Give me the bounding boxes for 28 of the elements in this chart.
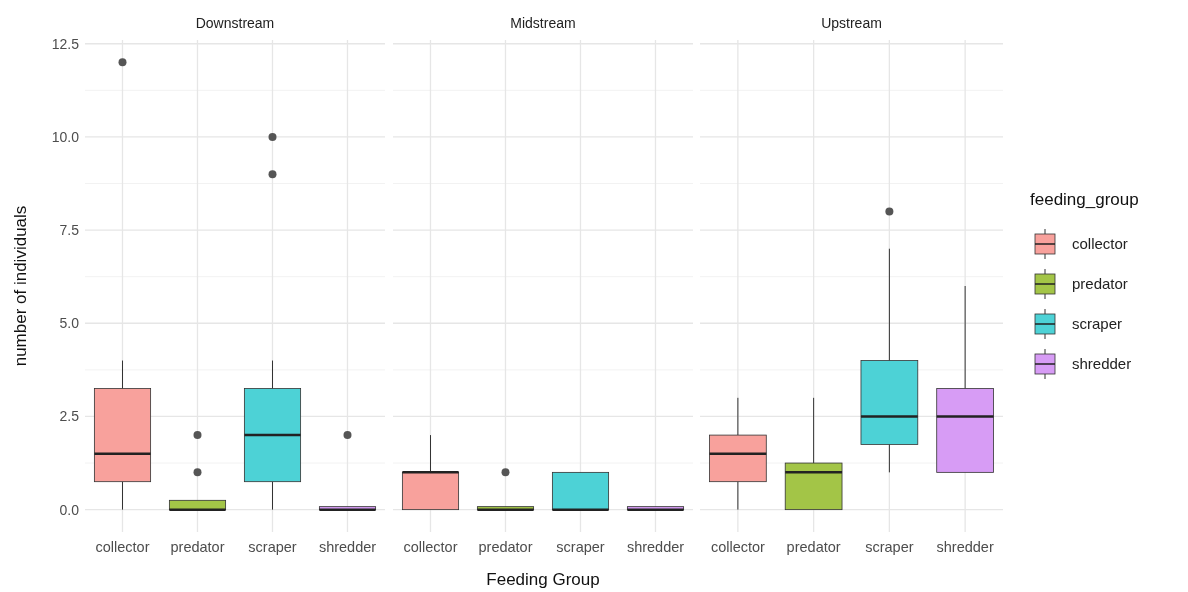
x-tick-label: scraper xyxy=(556,539,605,555)
legend-label: collector xyxy=(1072,235,1128,253)
chart-title: Downstream xyxy=(195,15,275,31)
legend-label: shredder xyxy=(1072,355,1132,373)
y-tick-label: 0.0 xyxy=(59,501,80,518)
legend-label: scraper xyxy=(1072,315,1123,333)
y-tick-label: 12.5 xyxy=(51,35,80,52)
x-tick-label: predator xyxy=(786,539,841,555)
x-tick-label: predator xyxy=(478,539,533,555)
x-tick-label: scraper xyxy=(865,539,914,555)
x-tick-label: collector xyxy=(95,539,150,555)
x-axis-title: Feeding Group xyxy=(486,570,600,589)
y-tick-label: 2.5 xyxy=(59,408,80,425)
y-tick-label: 5.0 xyxy=(59,315,80,332)
x-tick-label: shredder xyxy=(318,539,377,555)
chart-title: Upstream xyxy=(821,15,882,31)
legend-label: predator xyxy=(1072,275,1128,293)
x-tick-label: scraper xyxy=(248,539,297,555)
x-tick-label: collector xyxy=(710,539,766,555)
y-tick-label: 10.0 xyxy=(51,128,80,145)
x-tick-label: shredder xyxy=(626,539,685,555)
x-tick-label: shredder xyxy=(936,539,994,555)
x-tick-label: predator xyxy=(170,539,225,555)
x-tick-label: collector xyxy=(403,539,458,555)
chart-title: Midstream xyxy=(510,15,576,31)
legend-title: feeding_group xyxy=(1030,190,1139,209)
y-axis-title: number of individuals xyxy=(11,205,30,367)
y-tick-label: 7.5 xyxy=(59,221,80,238)
